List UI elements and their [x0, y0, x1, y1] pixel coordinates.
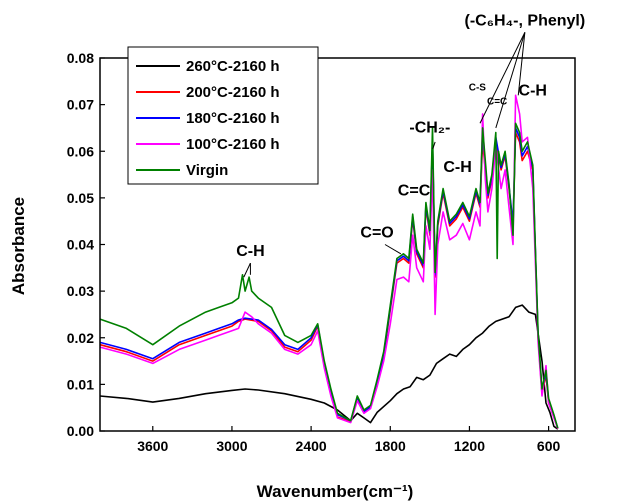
y-tick-label: 0.08	[67, 50, 94, 66]
legend-entries: 260°C-2160 h 200°C-2160 h 180°C-2160 h 100°…	[136, 58, 280, 179]
x-tick-label: 1800	[375, 438, 406, 454]
legend-label-1: 200°C-2160 h	[186, 84, 280, 101]
y-axis-title: Absorbance	[9, 197, 28, 295]
series-line-0	[99, 304, 559, 430]
legend: 260°C-2160 h 200°C-2160 h 180°C-2160 h 100°…	[127, 46, 319, 185]
x-tick-label: 2400	[296, 438, 327, 454]
annotation-arrow-4	[479, 32, 526, 124]
y-tick-label: 0.02	[67, 330, 94, 346]
annotation-layer: C-HC=OC=C-CH₂-C-HC-SC=CC-H(-C₆H₄-, Pheny…	[236, 12, 586, 278]
annotation-cs: C-S	[469, 83, 487, 94]
series-line-3	[99, 94, 559, 429]
legend-label-4: Virgin	[186, 162, 228, 179]
annotation-arrow-5	[495, 32, 526, 129]
series-line-4	[99, 122, 559, 429]
annotation-ch-c: C-H	[519, 82, 547, 99]
y-tick-label: 0.06	[67, 143, 94, 159]
y-tick-label: 0.04	[67, 237, 94, 253]
annotation-ch-aromatic-a: C-H	[236, 243, 264, 260]
annotation-phenyl: (-C₆H₄-, Phenyl)	[465, 12, 586, 29]
y-tick-label: 0.07	[67, 97, 94, 113]
legend-label-0: 260°C-2160 h	[186, 58, 280, 75]
annotation-ch-b: C-H	[443, 159, 471, 176]
x-tick-label: 3000	[216, 438, 247, 454]
annotation-ch2: -CH₂-	[409, 120, 450, 137]
legend-box	[127, 46, 319, 185]
x-tick-label: 1200	[454, 438, 485, 454]
annotation-arrow-0	[243, 262, 251, 278]
legend-label-3: 100°C-2160 h	[186, 136, 280, 153]
x-tick-label: 3600	[137, 438, 168, 454]
y-tick-label: 0.05	[67, 190, 94, 206]
annotation-arrow-6	[517, 32, 526, 96]
annotation-arrow-2	[384, 244, 402, 255]
annotation-cc-small: C=C	[487, 97, 507, 108]
legend-label-2: 180°C-2160 h	[186, 110, 280, 127]
annotation-cc: C=C	[398, 183, 431, 200]
annotation-co: C=O	[360, 225, 393, 242]
series-layer	[99, 94, 559, 430]
annotation-arrow-3	[432, 141, 436, 150]
tick-layer: 3600 3000 2400 1800 1200 600 0.00 0.01 0.02 0.03 0…	[67, 50, 561, 454]
y-tick-label: 0.00	[67, 423, 94, 439]
x-axis-title: Wavenumber(cm⁻¹)	[257, 482, 414, 501]
x-tick-label: 600	[537, 438, 561, 454]
y-tick-label: 0.03	[67, 283, 94, 299]
y-tick-label: 0.01	[67, 376, 94, 392]
